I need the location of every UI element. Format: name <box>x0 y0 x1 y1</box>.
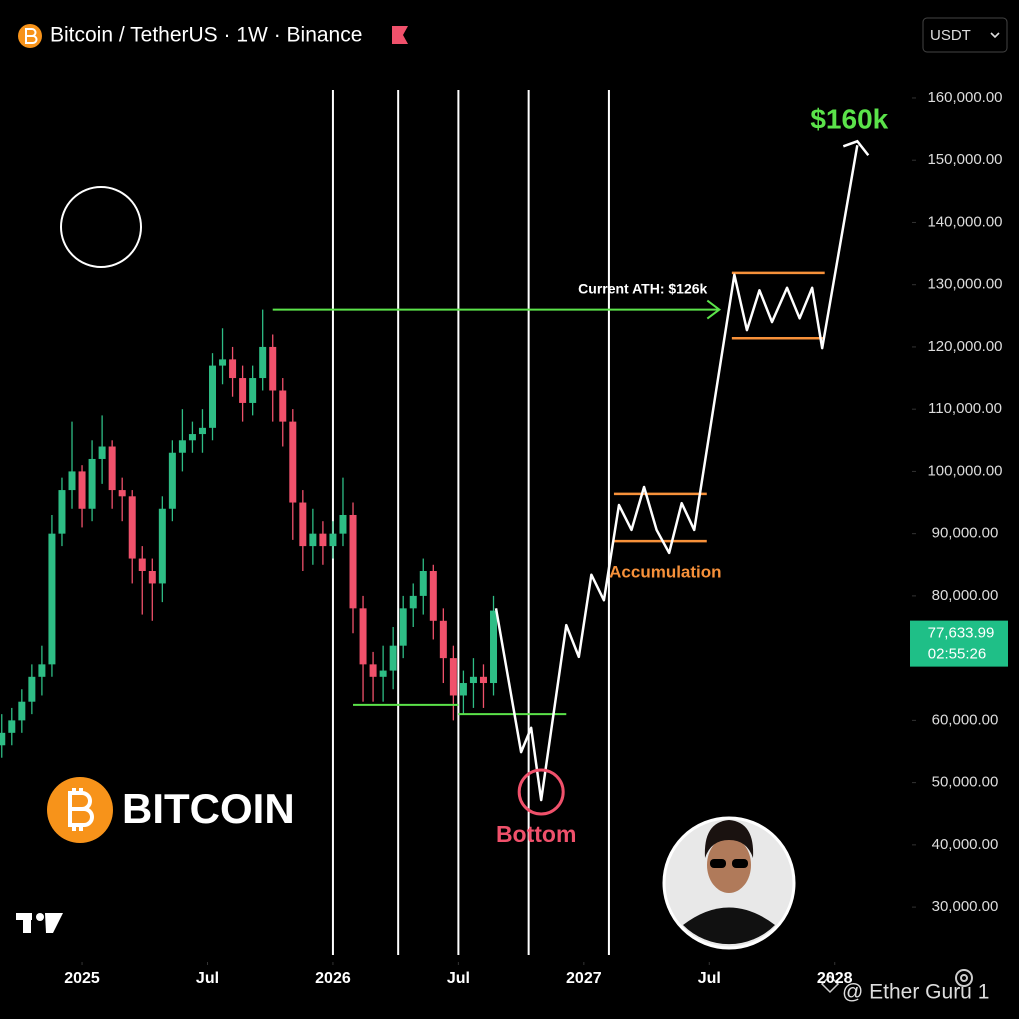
target-annotation: $160k <box>810 104 888 135</box>
watermark-icon <box>820 974 840 994</box>
flag-icon <box>392 26 408 44</box>
watermark: @ Ether Guru 1 <box>842 981 989 1004</box>
candle-body <box>239 378 247 403</box>
candle-body <box>469 676 477 684</box>
candle-body <box>279 390 287 422</box>
candle-body <box>108 446 116 491</box>
x-tick-label: Jul <box>447 970 470 987</box>
candle-body <box>148 570 156 584</box>
candle-body <box>0 732 6 746</box>
candle-body <box>379 670 387 677</box>
tradingview-logo <box>16 913 63 933</box>
y-tick-label: 150,000.00 <box>927 151 1002 168</box>
candle-body <box>299 502 307 547</box>
last-price-label: 77,633.99 <box>928 625 995 642</box>
candle-body <box>249 378 257 403</box>
candle-body <box>439 620 447 659</box>
ring-decoration <box>60 186 142 268</box>
candle-body <box>138 558 146 571</box>
candle-body <box>490 610 498 684</box>
candle-body <box>178 440 186 453</box>
coin-glyph <box>25 28 38 44</box>
candle-body <box>38 664 46 677</box>
currency-select[interactable] <box>922 17 1008 53</box>
bottom-annotation: Bottom <box>496 821 576 847</box>
candle-body <box>479 676 487 684</box>
candle-body <box>319 533 327 547</box>
candle-body <box>409 595 417 609</box>
avatar <box>662 816 796 950</box>
select-caret <box>990 32 1000 39</box>
y-tick-label: 160,000.00 <box>927 89 1002 106</box>
candle-body <box>399 608 407 646</box>
candle-body <box>198 427 206 435</box>
candle-body <box>118 490 126 497</box>
y-tick-label: 50,000.00 <box>932 774 999 791</box>
x-tick-label: 2027 <box>566 970 602 987</box>
y-tick-label: 40,000.00 <box>932 836 999 853</box>
y-tick-label: 100,000.00 <box>927 462 1002 479</box>
candle-body <box>219 359 227 366</box>
candle-body <box>18 701 26 721</box>
candle-body <box>158 508 166 584</box>
candle-body <box>128 496 136 559</box>
y-tick-label: 130,000.00 <box>927 276 1002 293</box>
last-price-tag <box>910 620 1008 667</box>
candle-body <box>229 359 237 379</box>
y-tick-label: 60,000.00 <box>932 711 999 728</box>
candle-body <box>389 645 397 671</box>
chart-title: Bitcoin / TetherUS · 1W · Binance <box>50 24 362 47</box>
candle-body <box>58 490 66 534</box>
candle-body <box>188 434 196 441</box>
candle-body <box>459 683 467 696</box>
candle-body <box>269 346 277 391</box>
y-tick-label: 110,000.00 <box>928 400 1002 417</box>
x-tick-label: 2026 <box>315 970 351 987</box>
projection-arrowhead <box>842 139 870 157</box>
candle-body <box>28 676 36 702</box>
brand-name: BITCOIN <box>122 785 295 832</box>
bottom-marker <box>517 768 565 816</box>
x-tick-label: 2025 <box>64 970 100 987</box>
candle-body <box>369 664 377 677</box>
x-tick-label: 2028 <box>817 970 853 987</box>
candle-body <box>48 533 56 665</box>
accumulation-annotation: Accumulation <box>609 563 721 582</box>
candle-body <box>289 421 297 503</box>
y-tick-label: 120,000.00 <box>927 338 1002 355</box>
y-tick-label: 90,000.00 <box>932 525 999 542</box>
candle-body <box>309 533 317 547</box>
y-tick-label: 80,000.00 <box>932 587 999 604</box>
candle-body <box>349 514 357 609</box>
candle-body <box>329 533 337 547</box>
settings-icon[interactable] <box>955 969 973 987</box>
candle-body <box>429 570 437 621</box>
candle-body <box>209 365 217 428</box>
candle-body <box>259 346 267 379</box>
candle-body <box>68 471 76 491</box>
x-tick-label: Jul <box>698 970 721 987</box>
projection-line <box>494 145 859 802</box>
bitcoin-glyph <box>68 788 94 831</box>
y-tick-label: 140,000.00 <box>927 213 1002 230</box>
candle-body <box>419 570 427 596</box>
x-tick-label: Jul <box>196 970 219 987</box>
ath-annotation: Current ATH: $126k <box>578 280 707 296</box>
y-tick-label: 30,000.00 <box>932 898 999 915</box>
candle-body <box>359 608 367 665</box>
candle-body <box>168 452 176 509</box>
candle-body <box>78 471 86 509</box>
ath-arrowhead <box>706 299 721 320</box>
candle-body <box>339 514 347 534</box>
candle-body <box>8 720 16 733</box>
candle-body <box>98 446 106 459</box>
countdown-label: 02:55:26 <box>928 646 986 663</box>
candle-body <box>449 658 457 696</box>
currency-label: USDT <box>930 27 971 44</box>
candle-body <box>88 458 96 509</box>
